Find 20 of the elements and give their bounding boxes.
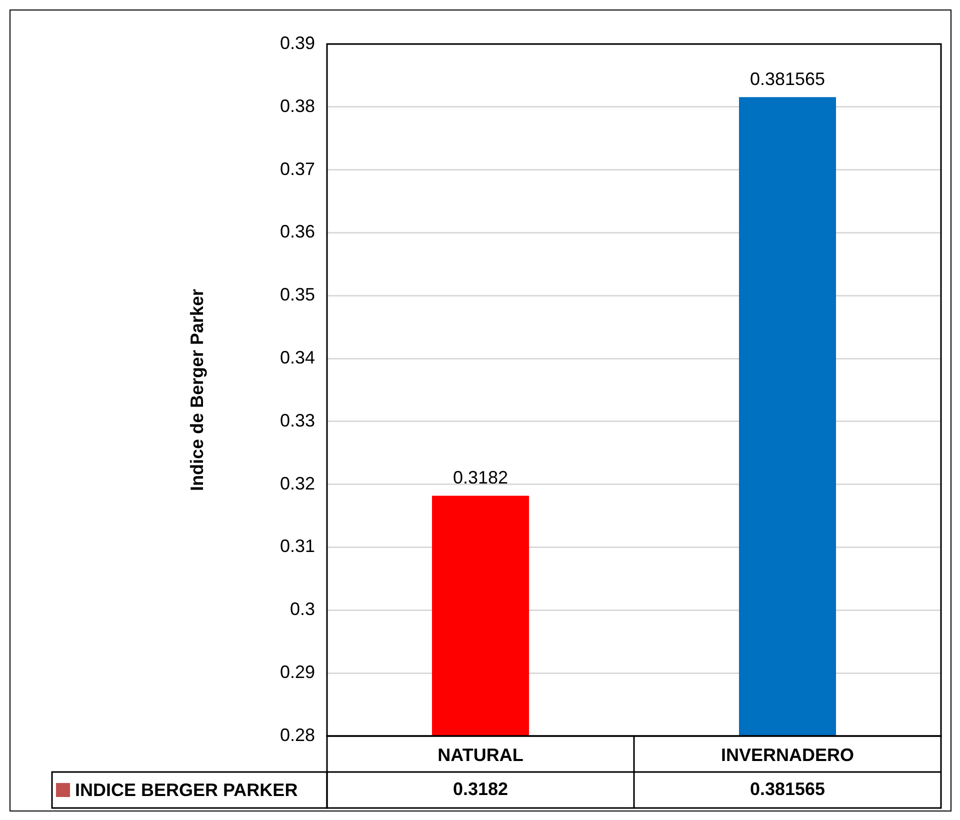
y-tick-label: 0.37: [280, 158, 315, 179]
x-tick-label: INVERNADERO: [720, 744, 854, 765]
y-tick-label: 0.36: [280, 222, 315, 242]
x-tick-label: NATURAL: [438, 744, 524, 765]
y-tick-label: 0.3: [290, 599, 315, 620]
y-axis-title: Indice de Berger Parker: [186, 288, 207, 492]
data-label: 0.381565: [750, 778, 826, 799]
text: INDICE BERGER PARKER: [75, 780, 298, 800]
y-tick-label: 0.31: [280, 536, 315, 556]
y-tick-label: 0.32: [280, 473, 315, 494]
y-tick-label: 0.28: [280, 724, 315, 745]
y-tick-label: 0.34: [280, 348, 315, 368]
y-tick-label: 0.29: [280, 662, 315, 682]
data-label: 0.3182: [452, 778, 508, 799]
y-tick-label: 0.39: [280, 32, 315, 53]
y-tick-label: 0.35: [280, 284, 315, 305]
text: 0.3182: [452, 468, 508, 488]
y-tick-label: 0.33: [280, 410, 315, 430]
y-tick-label: 0.38: [280, 96, 315, 116]
text: 0.381565: [750, 69, 826, 90]
